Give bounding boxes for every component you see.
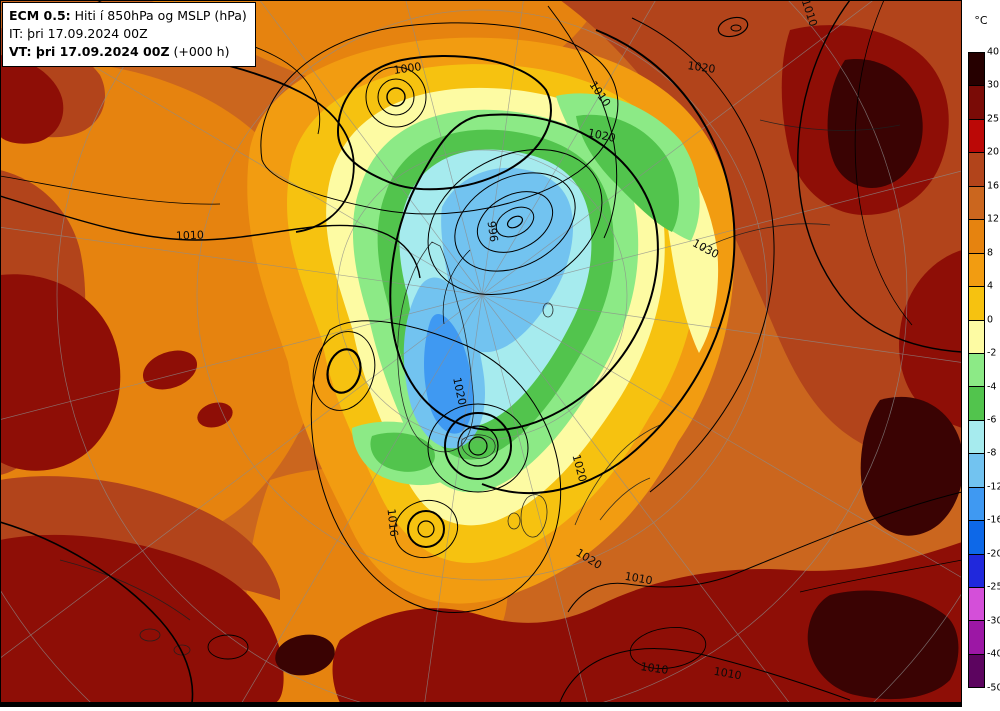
meridian-line xyxy=(481,294,1000,369)
mslp-label: 996 xyxy=(485,220,501,243)
colorbar-segment xyxy=(969,353,984,388)
colorbar-tick-label: -2 xyxy=(987,347,997,359)
mslp-label: 1000 xyxy=(393,60,423,77)
colorbar-segment xyxy=(969,654,984,688)
meridian-line xyxy=(0,294,483,421)
meridian-line xyxy=(423,294,483,711)
colorbar-segment xyxy=(969,521,984,555)
colorbar-segment xyxy=(969,454,984,488)
colorbar-segment xyxy=(969,387,984,421)
colorbar-segment xyxy=(969,420,984,455)
legend-title-line: ECM 0.5: Hiti í 850hPa og MSLP (hPa) xyxy=(9,7,247,25)
coastline-layer xyxy=(59,119,901,656)
map-border xyxy=(0,0,962,703)
colorbar-tick-label: 30 xyxy=(987,79,1000,91)
colorbar-tick-label: -16 xyxy=(987,514,1000,526)
colorbar-segment xyxy=(969,86,984,120)
colorbar-segment xyxy=(969,119,984,154)
colorbar-segment xyxy=(969,186,984,221)
legend-valid-time: VT: þri 17.09.2024 00Z xyxy=(9,44,170,59)
latitude-circle xyxy=(196,9,768,581)
colorbar-segment xyxy=(969,220,984,254)
colorbar-segment xyxy=(969,253,984,288)
legend-model-name: ECM 0.5: xyxy=(9,8,71,23)
colorbar-tick-label: 4 xyxy=(987,280,994,292)
colorbar-segment xyxy=(969,554,984,588)
colorbar-tick-label: -40 xyxy=(987,648,1000,660)
meridian-line xyxy=(481,294,590,711)
legend-valid-time-line: VT: þri 17.09.2024 00Z (+000 h) xyxy=(9,43,247,61)
temperature-fill-layer xyxy=(0,0,964,703)
legend-init-time: IT: þri 17.09.2024 00Z xyxy=(9,26,148,41)
map-bottom-strip xyxy=(0,702,962,707)
meridian-line xyxy=(236,294,483,711)
colorbar-segment xyxy=(969,588,984,622)
mslp-label: 1010 xyxy=(640,660,670,677)
colorbar-tick-label: 16 xyxy=(987,180,1000,192)
colorbar-tick-label: -20 xyxy=(987,548,1000,560)
mslp-label: 1010 xyxy=(624,570,654,588)
colorbar-tick-label: 20 xyxy=(987,146,1000,158)
colorbar-segment xyxy=(969,621,984,655)
colorbar-tick-label: -8 xyxy=(987,447,997,459)
meridian-line xyxy=(481,0,524,296)
colorbar-segment xyxy=(969,153,984,187)
colorbar-tick-label: -30 xyxy=(987,615,1000,627)
colorbar-segment xyxy=(969,487,984,522)
legend-forecast-step: (+000 h) xyxy=(169,44,230,59)
colorbar-tick-label: -50 xyxy=(987,682,1000,694)
colorbar-panel: °C 40 30 25 20 16 12 8 4 0 -2 -4 -6 -8 -12 -16 -20 -25 -3… xyxy=(962,0,1000,707)
mslp-label: 1020 xyxy=(587,126,617,145)
isobar-layer xyxy=(0,0,963,704)
meridian-line xyxy=(481,0,657,296)
meridian-line xyxy=(481,294,796,711)
colorbar-tick-label: 40 xyxy=(987,46,1000,58)
colorbar-unit-label: °C xyxy=(974,14,988,27)
mslp-label: 1016 xyxy=(385,508,401,537)
meridian-line xyxy=(259,0,483,296)
legend-title-text: Hiti í 850hPa og MSLP (hPa) xyxy=(70,8,247,23)
colorbar-segment xyxy=(969,320,984,354)
colorbar-tick-label: -4 xyxy=(987,381,997,392)
mslp-label: 1010 xyxy=(713,665,743,683)
legend-box: ECM 0.5: Hiti í 850hPa og MSLP (hPa) IT:… xyxy=(2,2,256,67)
latitude-circle xyxy=(336,149,628,441)
colorbar-tick-label: -25 xyxy=(987,581,1000,593)
mslp-label: 1010 xyxy=(176,229,204,243)
mslp-label: 1020 xyxy=(687,59,717,76)
colorbar-tick-label: 8 xyxy=(987,247,994,259)
latitude-circle xyxy=(56,0,908,711)
colorbar-segment xyxy=(969,287,984,321)
colorbar-tick-label: 12 xyxy=(987,213,1000,225)
colorbar-tick-label: -6 xyxy=(987,414,997,426)
colorbar xyxy=(968,52,985,689)
colorbar-tick-label: 0 xyxy=(987,314,994,326)
meridian-line xyxy=(481,160,1000,296)
meridian-line xyxy=(0,226,483,296)
colorbar-segment xyxy=(969,53,984,87)
meridian-line xyxy=(405,0,483,296)
colorbar-tick-label: -12 xyxy=(987,481,1000,493)
mslp-label: 1020 xyxy=(450,376,469,406)
colorbar-tick-label: 25 xyxy=(987,113,1000,125)
meridian-line xyxy=(0,294,483,659)
